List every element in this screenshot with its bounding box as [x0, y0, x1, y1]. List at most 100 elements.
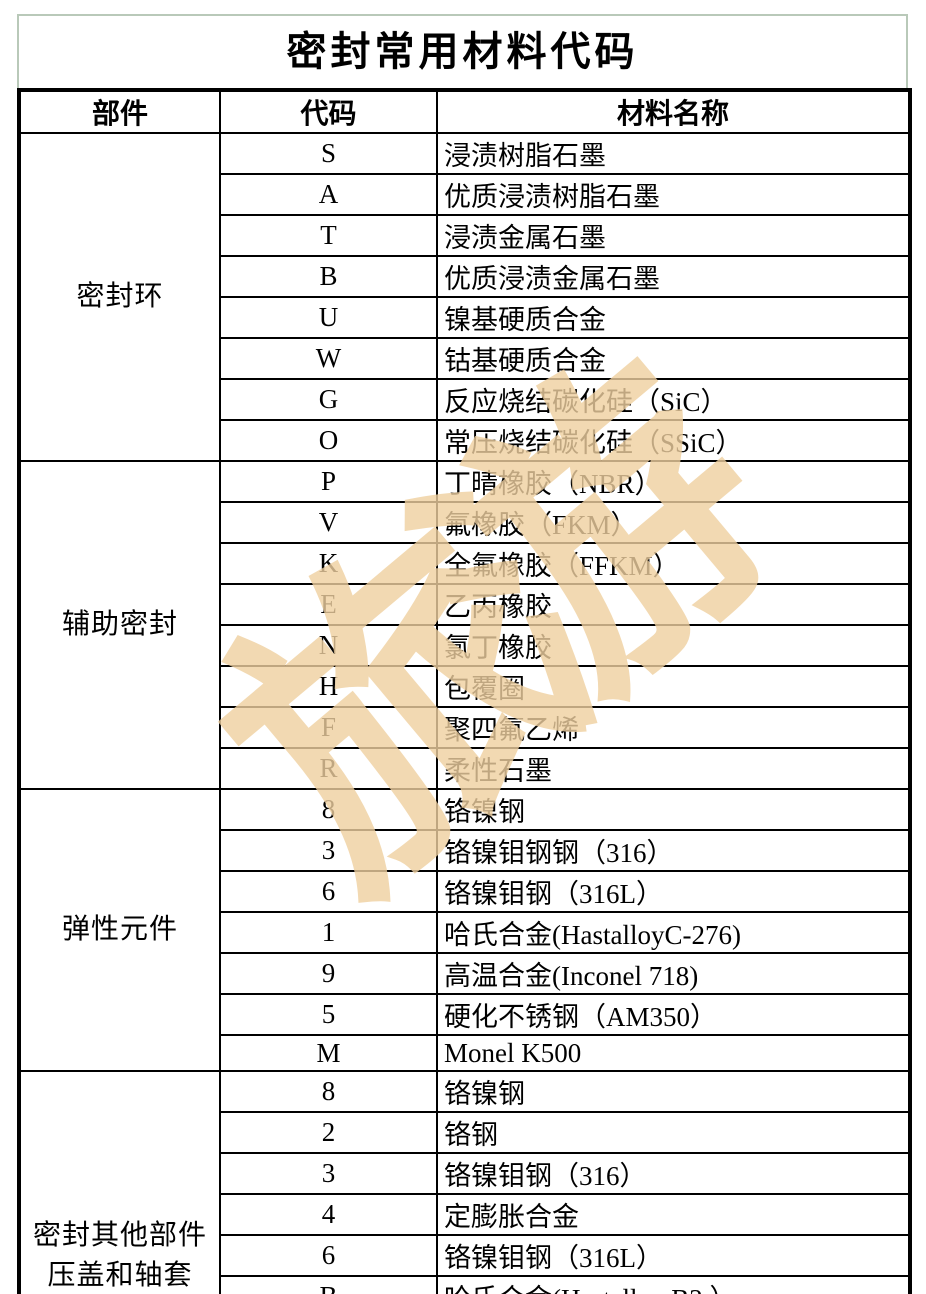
code-cell: B — [219, 255, 438, 298]
material-cell: 全氟橡胶（FFKM） — [436, 542, 911, 585]
material-cell: 哈氏合金(Hastalloy B2 ） — [436, 1275, 911, 1294]
table-row: G 反应烧结碳化硅（SiC） — [19, 378, 911, 421]
part-group-cell: 弹性元件 — [18, 788, 221, 1072]
code-cell: 3 — [219, 1152, 438, 1195]
table-row: W 钴基硬质合金 — [19, 337, 911, 380]
table-row: F 聚四氟乙烯 — [19, 706, 911, 749]
code-cell: V — [219, 501, 438, 544]
material-cell: 铬钢 — [436, 1111, 911, 1154]
material-cell: 浸渍树脂石墨 — [436, 132, 911, 175]
table-row: 1 哈氏合金(HastalloyC-276) — [19, 911, 911, 954]
table-row: 辅助密封 P 丁晴橡胶（NBR） — [18, 460, 911, 790]
code-cell: 2 — [219, 1111, 438, 1154]
code-cell: 8 — [219, 1070, 438, 1113]
material-cell: 硬化不锈钢（AM350） — [436, 993, 911, 1036]
code-cell: H — [219, 665, 438, 708]
table-row: A 优质浸渍树脂石墨 — [19, 173, 911, 216]
material-cell: 钴基硬质合金 — [436, 337, 911, 380]
material-cell: Monel K500 — [436, 1034, 911, 1072]
table-row: B哈氏合金(Hastalloy B2 ） — [19, 1275, 911, 1294]
code-cell: 8 — [219, 788, 438, 831]
code-cell: 4 — [219, 1193, 438, 1236]
header-part: 部件 — [18, 89, 221, 134]
material-cell: 高温合金(Inconel 718) — [436, 952, 911, 995]
material-cell: 铬镍钢 — [436, 788, 911, 831]
code-cell: N — [219, 624, 438, 667]
table-row: R 柔性石墨 — [19, 747, 911, 790]
code-cell: A — [219, 173, 438, 216]
table-row: 密封环 S 浸渍树脂石墨 — [18, 132, 911, 462]
table-body: 密封环 S 浸渍树脂石墨 A 优质浸渍树脂石墨 T 浸渍金属石墨 B 优质浸渍金属石墨 U 镍基硬质… — [18, 132, 911, 1294]
code-cell: R — [219, 747, 438, 790]
table-row: 3 铬镍钼钢（316） — [19, 1152, 911, 1195]
material-cell: 定膨胀合金 — [436, 1193, 911, 1236]
table-row: 3 铬镍钼钢钢（316） — [19, 829, 911, 872]
material-cell: 柔性石墨 — [436, 747, 911, 790]
table-header: 部件 代码 材料名称 — [18, 89, 911, 134]
code-cell: K — [219, 542, 438, 585]
code-cell: B — [219, 1275, 438, 1294]
code-cell: P — [219, 460, 438, 503]
material-cell: 包覆圈 — [436, 665, 911, 708]
code-cell: E — [219, 583, 438, 626]
table-row: E 乙丙橡胶 — [19, 583, 911, 626]
code-cell: O — [219, 419, 438, 462]
code-cell: 6 — [219, 1234, 438, 1277]
table-row: U 镍基硬质合金 — [19, 296, 911, 339]
material-cell: 镍基硬质合金 — [436, 296, 911, 339]
table-row: 6 铬镍钼钢（316L） — [19, 870, 911, 913]
table-row: 5 硬化不锈钢（AM350） — [19, 993, 911, 1036]
table-row: O 常压烧结碳化硅（SSiC） — [19, 419, 911, 462]
code-cell: T — [219, 214, 438, 257]
material-cell: 乙丙橡胶 — [436, 583, 911, 626]
part-group-cell: 辅助密封 — [18, 460, 221, 790]
table-row: K 全氟橡胶（FFKM） — [19, 542, 911, 585]
code-cell: M — [219, 1034, 438, 1072]
material-cell: 浸渍金属石墨 — [436, 214, 911, 257]
material-cell: 氟橡胶（FKM） — [436, 501, 911, 544]
material-cell: 丁晴橡胶（NBR） — [436, 460, 911, 503]
table-row: T 浸渍金属石墨 — [19, 214, 911, 257]
table-row: H 包覆圈 — [19, 665, 911, 708]
material-cell: 铬镍钼钢（316L） — [436, 1234, 911, 1277]
table-row: V 氟橡胶（FKM） — [19, 501, 911, 544]
page-title: 密封常用材料代码 — [286, 29, 639, 74]
material-cell: 铬镍钢 — [436, 1070, 911, 1113]
table-row: 密封其他部件 压盖和轴套 8 铬镍钢 — [18, 1070, 911, 1294]
table-frame: 密封常用材料代码 部件 代码 材料名称 密封环 S 浸渍树脂石墨 A 优质浸渍树脂石墨 T… — [17, 14, 912, 1294]
code-cell: 3 — [219, 829, 438, 872]
material-cell: 铬镍钼钢（316L） — [436, 870, 911, 913]
code-cell: S — [219, 132, 438, 175]
table-row: B 优质浸渍金属石墨 — [19, 255, 911, 298]
part-group-cell: 密封其他部件 压盖和轴套 — [18, 1070, 221, 1294]
code-cell: 9 — [219, 952, 438, 995]
header-material: 材料名称 — [436, 89, 911, 134]
table-row: 2 铬钢 — [19, 1111, 911, 1154]
title-box: 密封常用材料代码 — [17, 14, 908, 88]
table-row: 弹性元件 8 铬镍钢 — [18, 788, 911, 1072]
material-cell: 铬镍钼钢钢（316） — [436, 829, 911, 872]
code-cell: 6 — [219, 870, 438, 913]
code-cell: W — [219, 337, 438, 380]
table-row: 6 铬镍钼钢（316L） — [19, 1234, 911, 1277]
table-row: 4 定膨胀合金 — [19, 1193, 911, 1236]
material-code-table: 部件 代码 材料名称 密封环 S 浸渍树脂石墨 A 优质浸渍树脂石墨 T 浸渍金属石墨 B 优质… — [17, 88, 912, 1294]
table-row: N 氯丁橡胶 — [19, 624, 911, 667]
table-row: 9 高温合金(Inconel 718) — [19, 952, 911, 995]
code-cell: 5 — [219, 993, 438, 1036]
material-cell: 铬镍钼钢（316） — [436, 1152, 911, 1195]
material-cell: 优质浸渍金属石墨 — [436, 255, 911, 298]
part-group-cell: 密封环 — [18, 132, 221, 462]
header-row: 部件 代码 材料名称 — [18, 89, 911, 134]
material-cell: 常压烧结碳化硅（SSiC） — [436, 419, 911, 462]
material-cell: 聚四氟乙烯 — [436, 706, 911, 749]
code-cell: F — [219, 706, 438, 749]
table-row: M Monel K500 — [19, 1034, 911, 1072]
code-cell: G — [219, 378, 438, 421]
header-code: 代码 — [219, 89, 438, 134]
code-cell: U — [219, 296, 438, 339]
material-cell: 反应烧结碳化硅（SiC） — [436, 378, 911, 421]
code-cell: 1 — [219, 911, 438, 954]
material-cell: 氯丁橡胶 — [436, 624, 911, 667]
